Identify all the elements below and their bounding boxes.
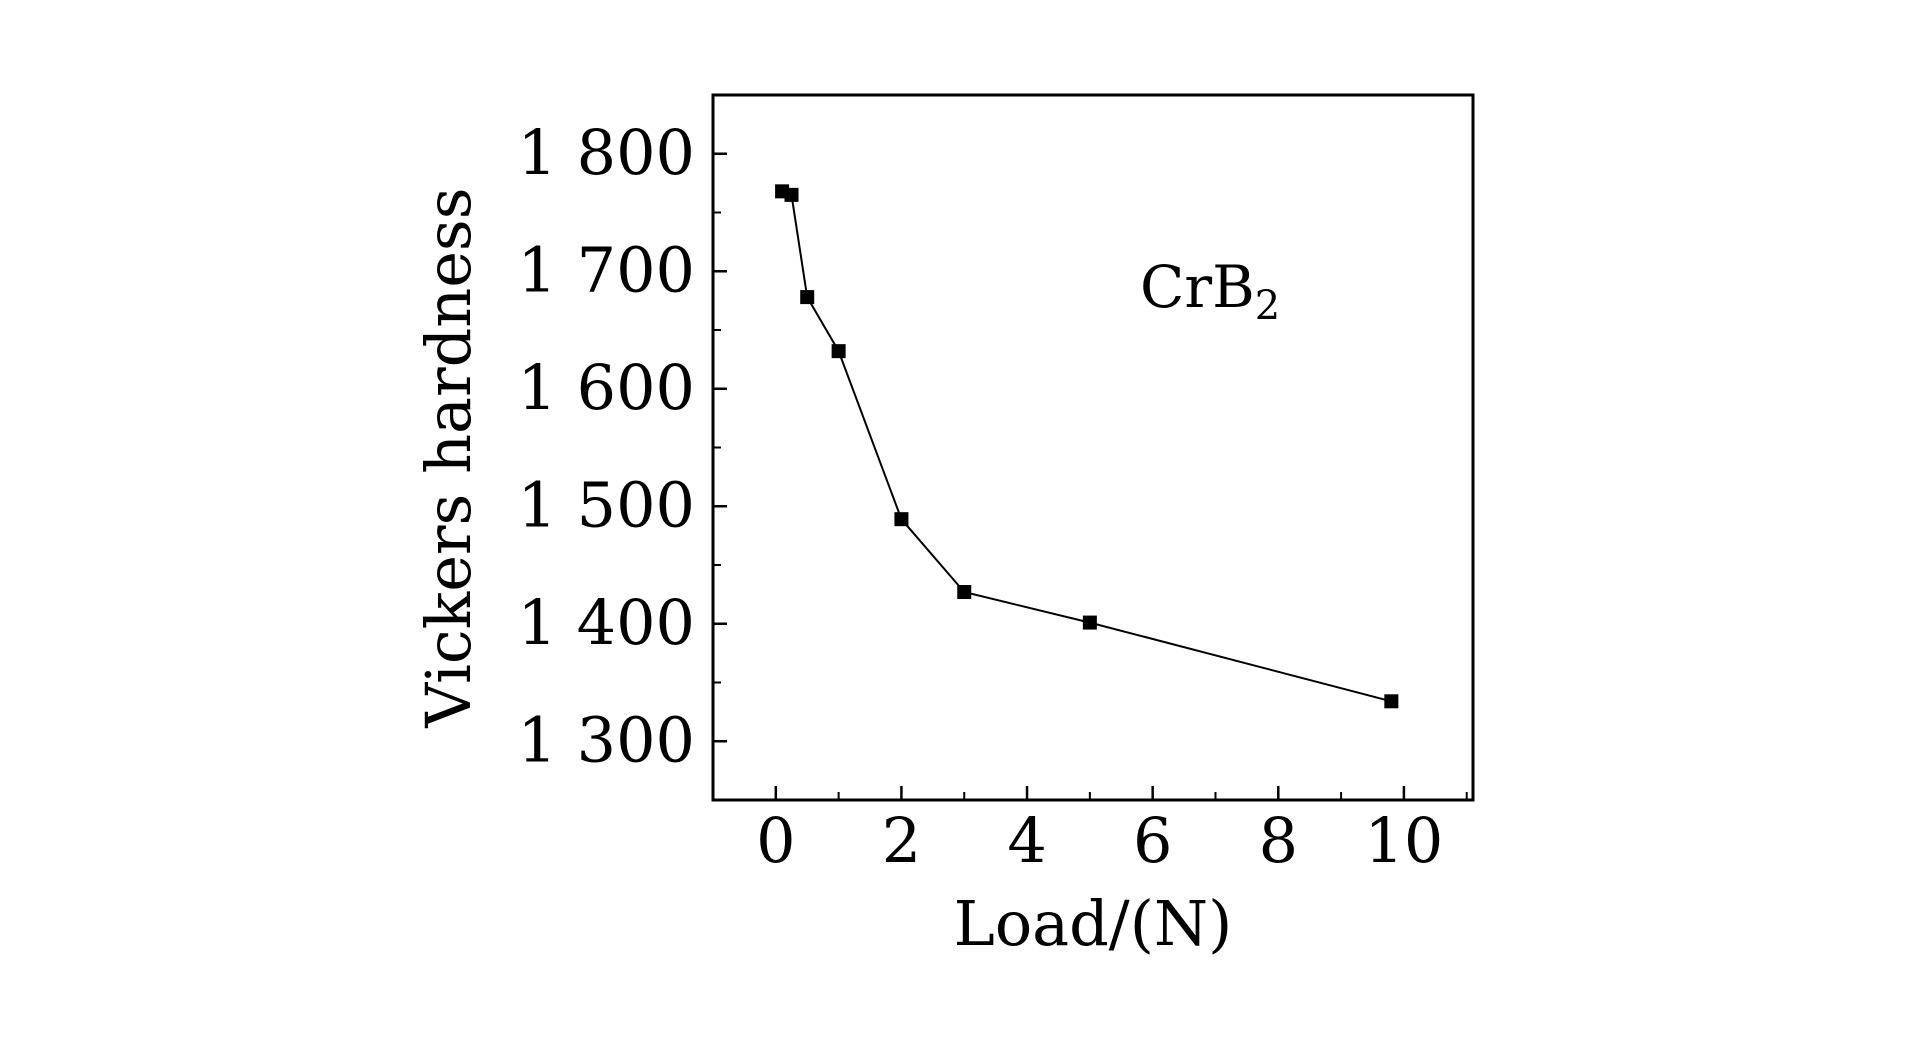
plot-frame — [711, 93, 1475, 802]
compound-annotation: CrB2 — [1140, 253, 1280, 329]
x-tick-label: 8 — [1259, 804, 1298, 877]
compound-annotation-subscript: 2 — [1255, 283, 1280, 329]
x-tick-label: 6 — [1133, 804, 1172, 877]
series-lines — [781, 190, 1392, 703]
series-line — [781, 190, 1392, 703]
y-tick-labels: 1 300 1 400 1 500 1 600 1 700 1 800 — [518, 116, 696, 777]
y-tick-label: 1 400 — [518, 586, 696, 659]
y-tick-label: 1 300 — [518, 703, 696, 776]
data-point — [894, 512, 909, 527]
major-ticks — [713, 152, 1406, 800]
data-point — [957, 585, 972, 600]
x-tick-label: 10 — [1364, 804, 1443, 877]
y-tick-label: 1 500 — [518, 468, 696, 541]
y-tick-label: 1 800 — [518, 116, 696, 189]
data-point — [1082, 615, 1097, 630]
y-tick-label: 1 700 — [518, 233, 696, 306]
data-point — [784, 187, 799, 202]
data-point — [800, 290, 815, 305]
x-tick-label: 2 — [882, 804, 921, 877]
y-axis-title: Vickers hardness — [412, 187, 485, 728]
compound-annotation-base: CrB — [1140, 253, 1255, 321]
x-tick-labels: 0 2 4 6 8 10 — [756, 804, 1443, 877]
data-point — [1384, 694, 1399, 709]
data-point — [831, 344, 846, 359]
y-tick-label: 1 600 — [518, 351, 696, 424]
series-markers — [775, 184, 1399, 709]
x-tick-label: 0 — [756, 804, 795, 877]
x-axis-title: Load/(N) — [954, 887, 1233, 960]
x-tick-label: 4 — [1007, 804, 1046, 877]
